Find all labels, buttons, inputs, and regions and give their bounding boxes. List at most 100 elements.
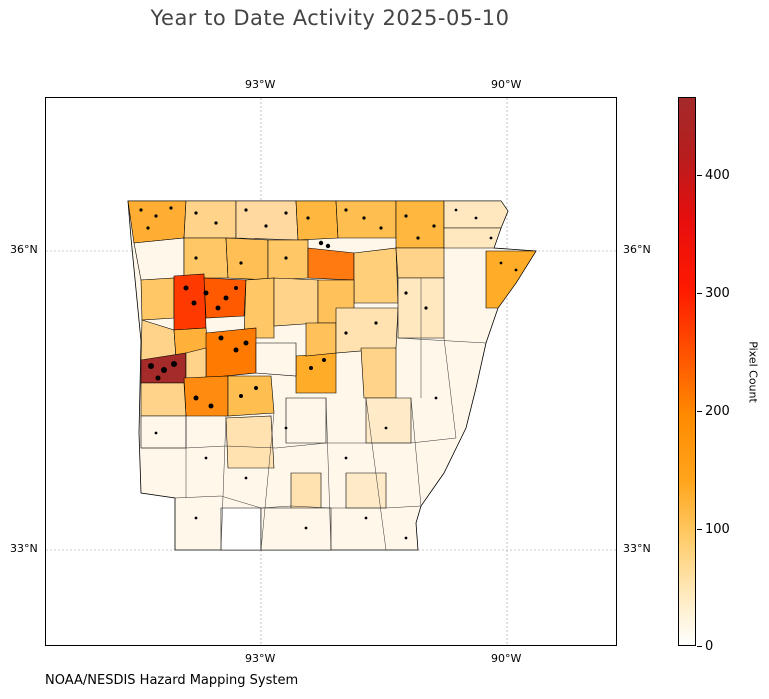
county-37 [140,415,187,449]
county-border-line [325,397,332,551]
county-17 [140,277,175,321]
detection-dot [284,256,288,260]
detection-dot [223,295,229,301]
county-14 [395,247,445,279]
colorbar-label-100: 100 [705,522,730,537]
county-18 [173,273,207,331]
detection-dot [183,285,189,291]
detection-dot [404,536,408,540]
county-9 [183,237,229,279]
detection-dot [489,236,493,240]
lon-label-bottom-90w: 90°W [491,652,522,665]
detection-dot [362,216,366,220]
detection-dot [193,395,199,401]
lon-label-bottom-93w: 93°W [245,652,276,665]
detection-dot [154,214,158,218]
detection-dot [304,526,308,530]
source-credit: NOAA/NESDIS Hazard Mapping System [45,673,299,688]
detection-dot [344,456,348,460]
lat-label-right-36n: 36°N [623,243,651,256]
detection-dot [155,375,161,381]
detection-dot [194,211,198,215]
county-21 [273,277,319,327]
detection-dot [244,208,248,212]
county-38 [225,415,275,469]
detection-dot [191,300,197,306]
detection-dot [233,347,239,353]
detection-dot [374,321,378,325]
lon-label-top-90w: 90°W [491,78,522,91]
detection-dot [139,208,143,212]
detection-dot [203,290,209,296]
colorbar-label-0: 0 [705,639,714,654]
detection-dot [364,516,368,520]
county-border-line [443,337,457,439]
county-12 [307,247,355,281]
colorbar [678,97,696,646]
county-10 [225,237,269,281]
county-35 [360,347,397,399]
lon-label-top-93w: 93°W [245,78,276,91]
detection-dot [434,396,438,400]
detection-dot [239,261,243,265]
detection-dot [239,394,243,398]
detection-dot [416,236,420,240]
colorbar-label-400: 400 [705,168,730,183]
county-border-line [410,397,422,507]
county-20 [243,277,275,339]
colorbar-tick-100 [697,529,702,530]
county-border-line [397,337,487,344]
colorbar-tick-400 [697,175,702,176]
county-border-line [260,412,275,551]
lat-label-left-33n: 33°N [10,542,38,555]
detection-dot [432,224,436,228]
detection-dot [322,358,326,362]
detection-dot [214,221,218,225]
county-25 [205,327,257,379]
county-11 [267,239,309,281]
detection-dot [424,306,428,310]
detection-dot [234,286,238,290]
detection-dot [208,403,214,409]
county-31 [295,352,337,394]
detection-dot [384,426,388,430]
county-15 [443,227,502,249]
detection-dot [474,216,478,220]
map-title: Year to Date Activity 2025-05-10 [150,6,510,30]
colorbar-title: Pixel Count [746,341,760,403]
detection-dot [243,340,249,346]
county-n-6 [395,200,445,249]
county-w-8 [133,237,185,281]
detection-dot [404,214,408,218]
detection-dot [264,224,268,228]
colorbar-tick-200 [697,411,702,412]
county-ne-7 [443,200,509,229]
fire-detections [139,206,518,540]
detection-dot [344,208,348,212]
detection-dot [309,366,313,370]
county-44 [260,507,332,551]
county-34 [335,307,399,354]
detection-dot [154,431,158,435]
detection-dot [254,386,258,390]
county-30 [227,375,275,417]
detection-dot [194,256,198,260]
county-borders [141,278,487,551]
county-40 [365,397,412,444]
county-border-line [174,495,422,509]
detection-dot [161,367,167,373]
detection-dot [454,208,458,212]
detection-dot [215,305,221,311]
county-n-2 [183,200,237,239]
county-n-3 [235,200,299,241]
county-28 [183,375,229,417]
detection-dot [379,226,383,230]
detection-dot [204,456,208,460]
county-polygons [127,200,537,551]
detection-dot [146,226,150,230]
detection-dot [284,426,288,430]
detection-dot [284,211,288,215]
lat-label-right-33n: 33°N [623,542,651,555]
map-panel [45,97,617,646]
county-33 [305,322,337,357]
